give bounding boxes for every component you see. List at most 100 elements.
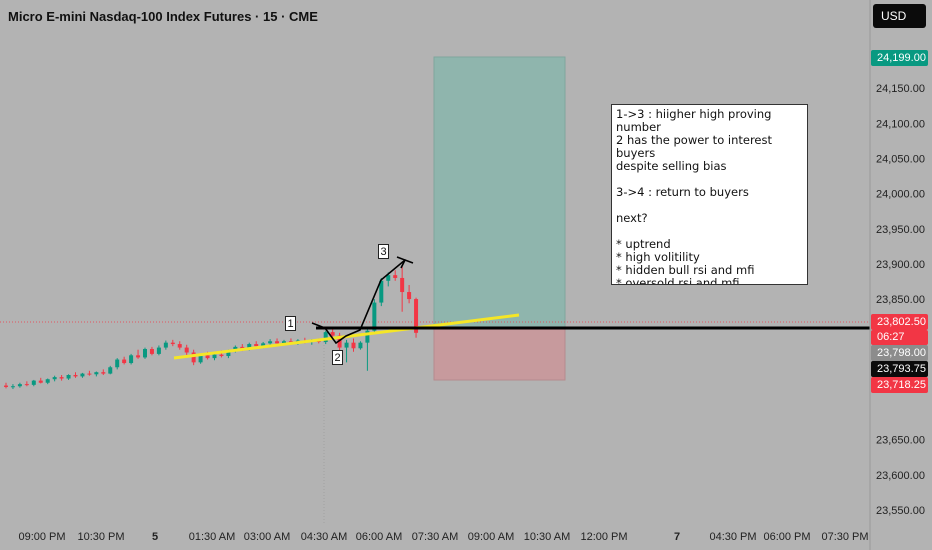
candle-body (101, 372, 106, 374)
candle-body (212, 354, 217, 359)
candle-body (191, 352, 196, 363)
time-tick-label: 04:30 PM (709, 531, 756, 543)
candle (177, 341, 182, 350)
candle-body (261, 343, 266, 347)
candle-body (136, 355, 141, 358)
candle (10, 384, 15, 390)
candle-body (247, 344, 252, 349)
candle (38, 377, 43, 384)
price-tick-label: 23,900.00 (876, 259, 925, 271)
price-tick-label: 23,550.00 (876, 505, 925, 517)
swing-marker-2[interactable]: 2 (332, 350, 343, 365)
stop-loss-zone[interactable] (433, 327, 566, 381)
crosshair-price-label: 23,793.75 (871, 361, 928, 377)
time-tick-label: 09:00 AM (468, 531, 514, 543)
candle (45, 378, 50, 385)
candle-body (115, 359, 120, 368)
price-tick-label: 24,000.00 (876, 189, 925, 201)
swing-marker-3[interactable]: 3 (378, 244, 389, 259)
time-tick-label: 01:30 AM (189, 531, 235, 543)
candle-body (184, 347, 189, 353)
time-tick-label: 5 (152, 531, 158, 543)
candle (94, 371, 99, 377)
candle-body (59, 377, 64, 379)
time-axis-ticks: 09:00 PM 10:30 PM 5 01:30 AM 03:00 AM 04:30 A… (18, 531, 868, 543)
candle (52, 375, 57, 382)
time-tick-label: 09:00 PM (18, 531, 65, 543)
candle-body (73, 375, 78, 377)
candle (122, 356, 127, 365)
candle-body (143, 348, 147, 358)
currency-selector[interactable]: USD (873, 4, 926, 28)
candle-body (344, 342, 349, 348)
candle-body (156, 347, 161, 354)
candle-body (170, 342, 175, 345)
price-axis-panel[interactable] (870, 0, 932, 550)
swing-path-line[interactable] (311, 259, 414, 345)
candle (330, 327, 335, 338)
candle-body (400, 277, 405, 293)
time-tick-label: 10:30 AM (524, 531, 570, 543)
candle-body (323, 332, 328, 342)
price-axis-ticks: 24,150.00 24,100.00 24,050.00 24,000.00 23,9… (876, 83, 925, 517)
candle-body (393, 275, 398, 278)
candle (414, 297, 419, 338)
candle (108, 365, 113, 375)
candle (184, 344, 189, 356)
candle-body (52, 377, 57, 380)
take-profit-price-label: 24,199.00 (871, 50, 928, 66)
candle (163, 340, 168, 350)
candle-body (4, 385, 8, 387)
candle (323, 330, 328, 345)
candle (351, 338, 356, 352)
time-tick-label: 12:00 PM (580, 531, 627, 543)
time-tick-label: 06:00 PM (763, 531, 810, 543)
candle (400, 266, 405, 312)
candle-body (10, 386, 15, 388)
candle-body (219, 354, 224, 357)
candle (358, 341, 363, 350)
stop-loss-price-label: 23,718.25 (871, 377, 928, 393)
candle-body (45, 379, 50, 383)
candle-body (31, 380, 36, 385)
bar-countdown-label: 06:27 (871, 330, 928, 345)
candle-body (108, 367, 113, 374)
annotation-note[interactable]: 1->3 : hiigher high proving number 2 has… (611, 104, 808, 285)
candle (136, 349, 141, 359)
time-tick-label: 07:30 AM (412, 531, 458, 543)
chart-title: Micro E-mini Nasdaq-100 Index Futures · … (8, 9, 318, 24)
candle-body (254, 344, 259, 347)
candle-body (24, 384, 29, 386)
candle (59, 375, 64, 381)
candle (4, 382, 8, 389)
candle (17, 382, 22, 388)
candle (143, 347, 147, 359)
entry-price-label: 23,798.00 (871, 345, 928, 361)
candle (268, 339, 273, 346)
price-tick-label: 24,050.00 (876, 153, 925, 165)
candle (393, 270, 398, 281)
time-tick-label: 7 (674, 531, 680, 543)
price-tick-label: 24,100.00 (876, 118, 925, 130)
candle-body (372, 302, 377, 331)
candle-body (226, 351, 231, 357)
candle-body (149, 348, 154, 354)
candle-body (198, 355, 203, 363)
candle (129, 353, 134, 365)
last-price-label: 23,802.50 (871, 314, 928, 330)
candle (87, 370, 92, 376)
candle (156, 345, 161, 356)
candle-body (407, 292, 412, 300)
candle-body (87, 373, 92, 375)
swing-marker-1[interactable]: 1 (285, 316, 296, 331)
candle (170, 339, 175, 347)
profit-target-zone[interactable] (433, 56, 566, 329)
candle (101, 369, 106, 375)
candle-body (80, 373, 85, 377)
candle-body (122, 359, 127, 364)
candle-body (17, 384, 22, 387)
candle-body (177, 344, 182, 348)
candle (66, 374, 71, 380)
candle-body (414, 299, 419, 333)
candle-body (38, 380, 43, 383)
